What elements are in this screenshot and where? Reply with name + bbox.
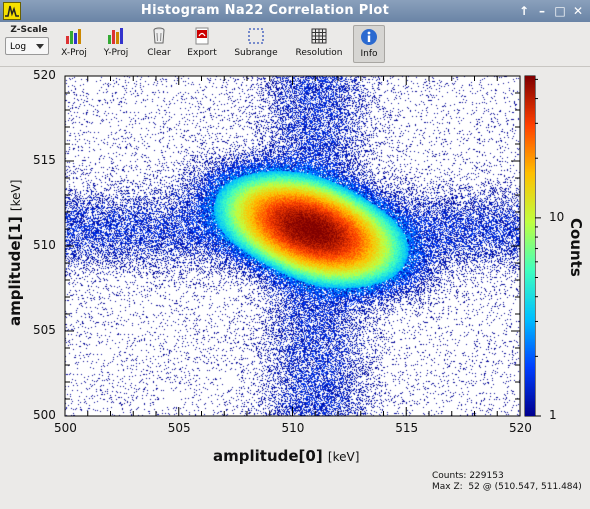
export-button[interactable]: Export [183, 25, 221, 63]
x-tick-label: 520 [509, 421, 532, 435]
x-tick-label: 515 [395, 421, 419, 435]
maximize-icon[interactable]: □ [554, 4, 566, 18]
info-label: Info [360, 49, 378, 59]
window-titlebar: Histogram Na22 Correlation Plot ↑ – □ ✕ [0, 0, 590, 22]
pin-icon[interactable]: ↑ [518, 4, 530, 18]
subrange-label: Subrange [234, 48, 278, 58]
y-tick-label: 515 [33, 153, 56, 167]
x-tick-label: 505 [167, 421, 191, 435]
yproj-button[interactable]: Y-Proj [98, 25, 134, 63]
plot-area: amplitude[1] [keV] amplitude[0] [keV] Co… [0, 66, 590, 509]
zscale-label: Z-Scale [10, 25, 48, 35]
clear-icon [150, 27, 168, 45]
toolbar: Z-Scale Log X-Proj Y-Proj Clear Export [0, 22, 590, 67]
y-tick-label: 505 [33, 323, 56, 337]
y-tick-label: 510 [33, 238, 56, 252]
resolution-button[interactable]: Resolution [290, 25, 348, 63]
z-axis-label: Counts [567, 218, 585, 277]
z-tick-label: 1 [549, 408, 557, 422]
y-axis-label: amplitude[1] [keV] [6, 179, 24, 326]
export-label: Export [187, 48, 217, 58]
x-tick-label: 500 [54, 421, 77, 435]
zscale-value: Log [10, 42, 27, 52]
counts-readout: Counts: 229153 [432, 471, 504, 481]
colorbar [525, 76, 535, 416]
heatmap-canvas[interactable] [65, 76, 520, 416]
resolution-icon [310, 27, 328, 45]
xproj-button[interactable]: X-Proj [56, 25, 92, 63]
minimize-icon[interactable]: – [539, 4, 545, 18]
y-projection-icon [107, 27, 125, 45]
subrange-button[interactable]: Subrange [229, 25, 283, 63]
y-tick-label: 520 [33, 68, 56, 82]
export-icon [193, 27, 211, 45]
clear-button[interactable]: Clear [142, 25, 176, 63]
yproj-label: Y-Proj [103, 48, 129, 58]
subrange-icon [247, 27, 265, 45]
z-tick-label: 10 [549, 209, 565, 224]
x-tick-label: 510 [281, 421, 305, 435]
zscale-group: Z-Scale Log [5, 25, 53, 63]
y-tick-label: 500 [33, 408, 56, 422]
resolution-label: Resolution [295, 48, 343, 58]
app-icon [3, 2, 21, 20]
info-icon [360, 28, 378, 46]
info-button[interactable]: Info [353, 25, 385, 63]
window-title: Histogram Na22 Correlation Plot [140, 3, 390, 18]
xproj-label: X-Proj [61, 48, 87, 58]
x-projection-icon [65, 27, 83, 45]
x-axis-label: amplitude[0] [keV] [213, 447, 360, 465]
clear-label: Clear [147, 48, 171, 58]
zscale-select[interactable]: Log [5, 37, 49, 55]
maxz-readout: Max Z: 52 @ (510.547, 511.484) [432, 482, 582, 492]
chevron-down-icon [36, 44, 44, 49]
stats-panel: Counts: 229153 Max Z: 52 @ (510.547, 511… [432, 471, 582, 493]
close-icon[interactable]: ✕ [572, 4, 584, 18]
